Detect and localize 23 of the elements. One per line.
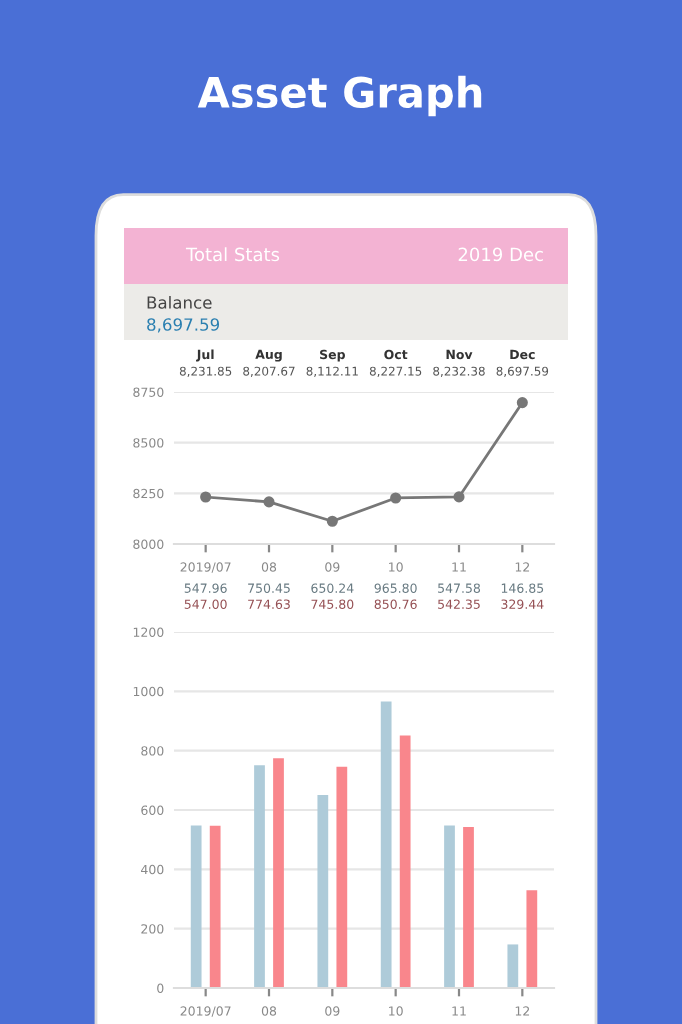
bar (254, 765, 265, 988)
bar (190, 825, 202, 988)
point (263, 496, 275, 508)
bar (399, 735, 411, 988)
bar (317, 795, 329, 988)
bar (507, 944, 519, 988)
point (326, 515, 338, 527)
text: 8,697.59 (147, 318, 220, 333)
point (453, 491, 465, 503)
bar (209, 825, 221, 988)
bar (336, 766, 348, 988)
bar (463, 827, 474, 988)
chart-title: Asset Graph (197, 75, 482, 117)
bar (380, 701, 392, 988)
bar (526, 890, 538, 988)
text: 2019 Dec (458, 247, 543, 262)
point (516, 397, 528, 409)
bar (273, 758, 284, 988)
bar (444, 825, 455, 988)
point (200, 491, 212, 503)
chart-subtitle: Total Stats (185, 247, 280, 262)
point (390, 492, 402, 504)
text: Balance (147, 295, 212, 309)
